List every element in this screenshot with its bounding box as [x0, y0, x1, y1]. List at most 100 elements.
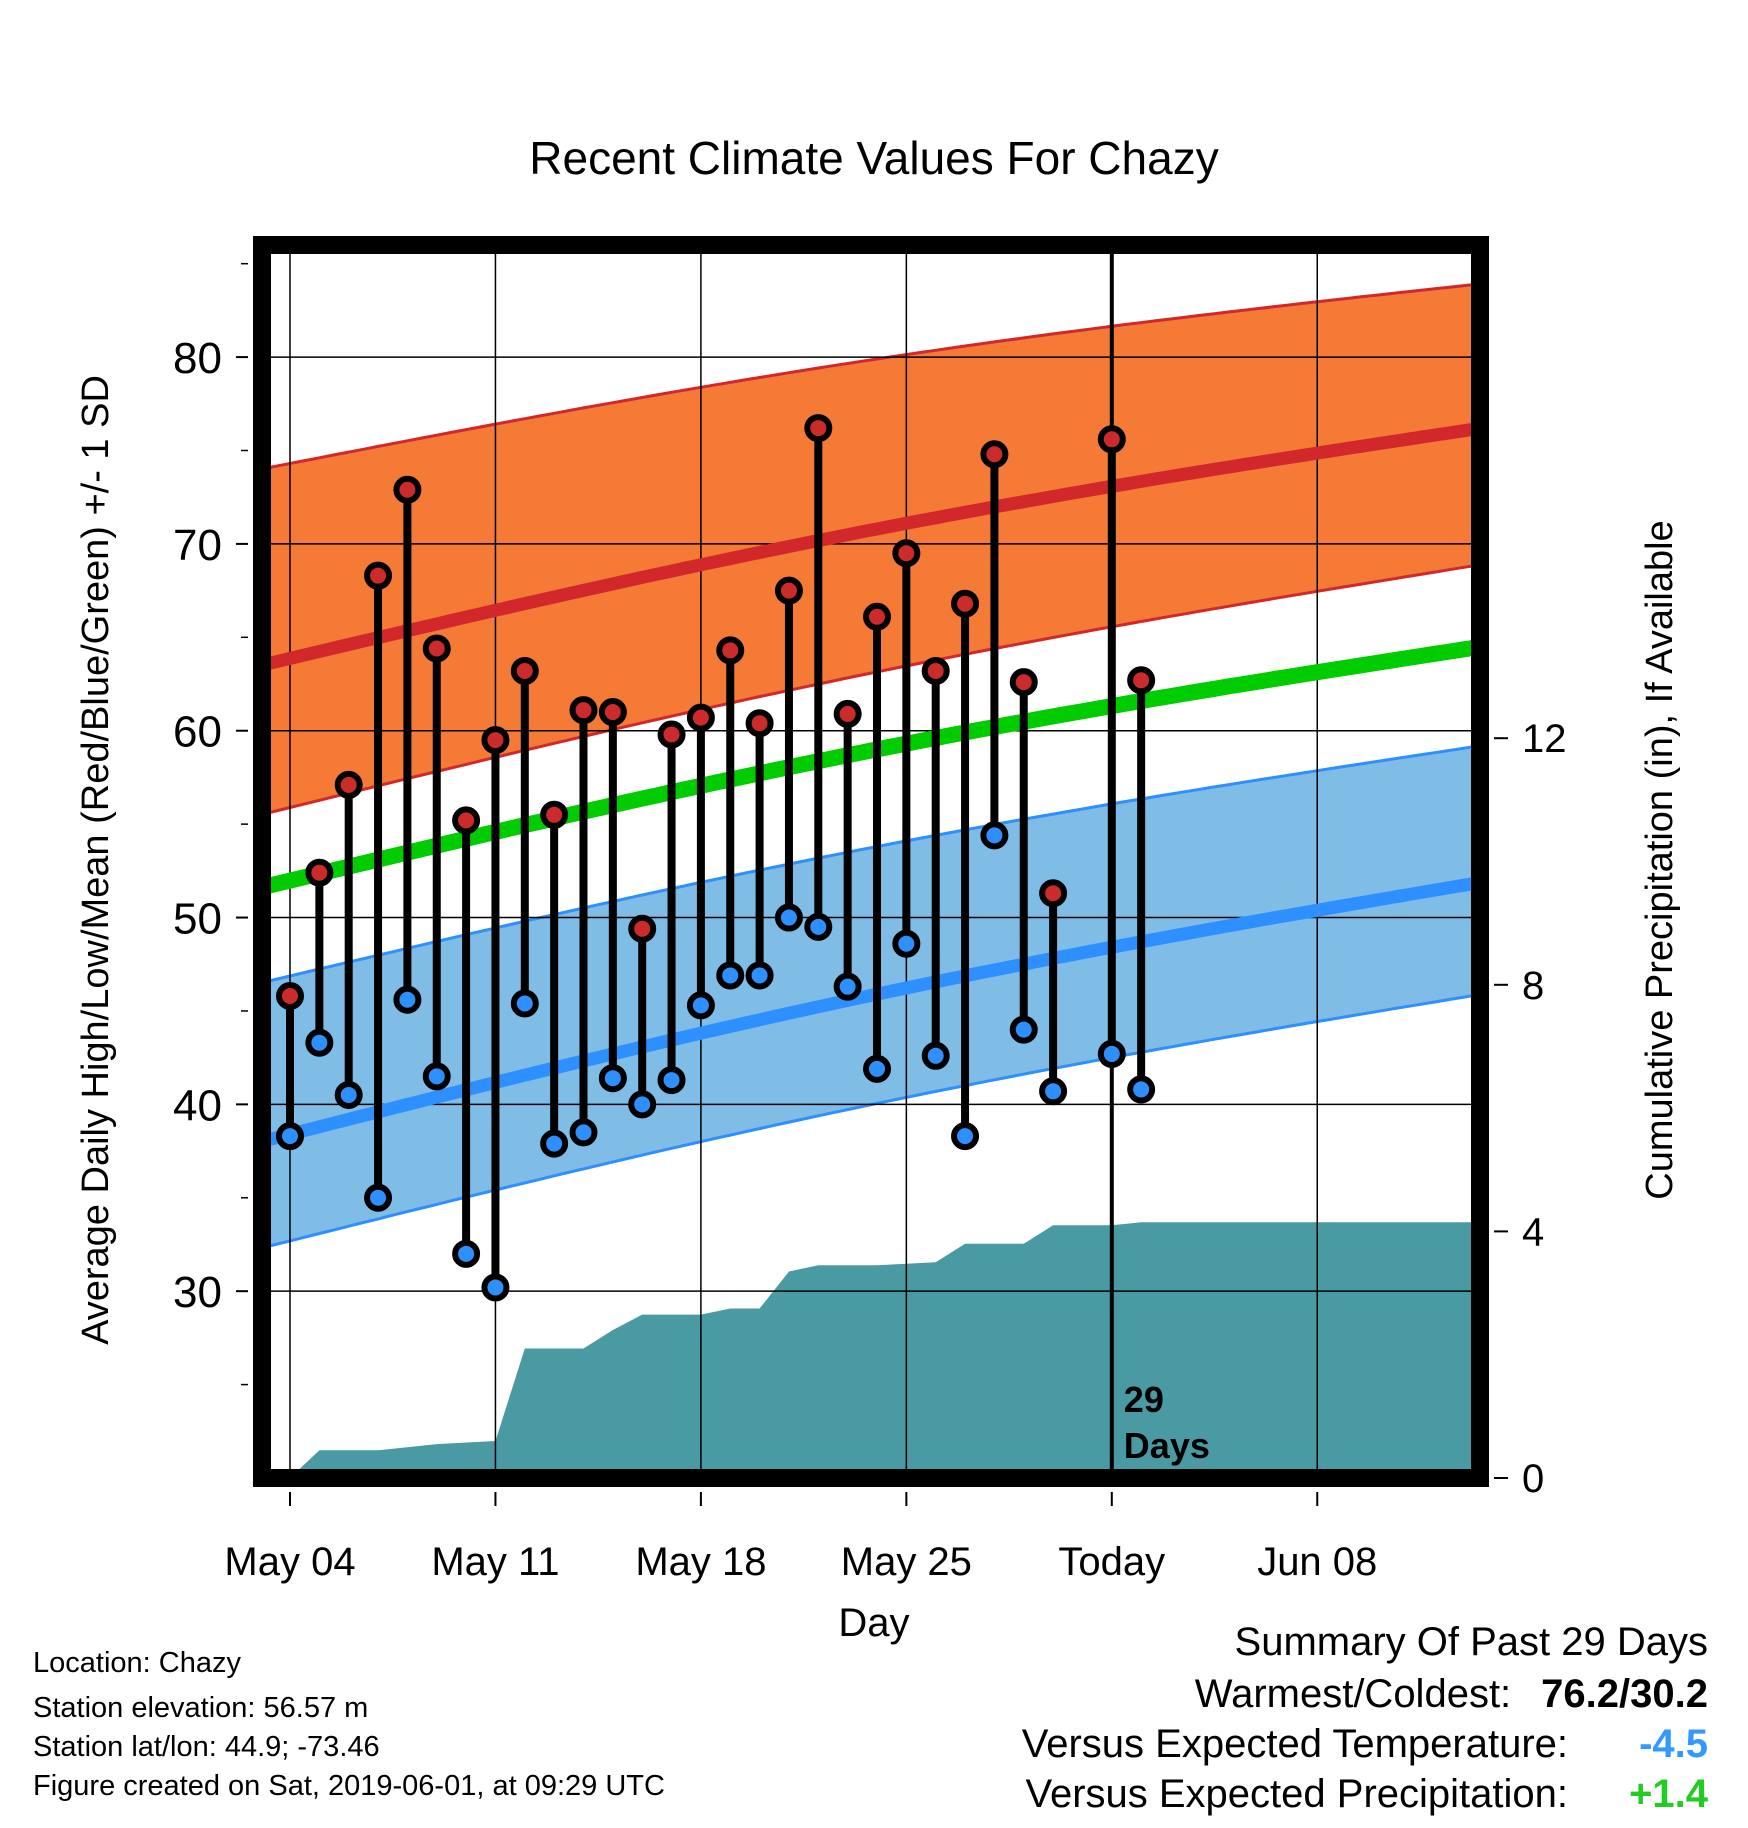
y-tick-label: 60 — [173, 708, 222, 757]
daily-high-marker — [628, 914, 657, 943]
daily-low-marker — [540, 1129, 569, 1158]
summary-precipitation: Versus Expected Precipitation: +1.4 — [1025, 1772, 1708, 1817]
summary-temperature: Versus Expected Temperature: -4.5 — [1022, 1722, 1708, 1767]
temperature-value: -4.5 — [1639, 1722, 1708, 1766]
daily-high-marker — [980, 440, 1009, 469]
precipitation-area-layer — [290, 1222, 1480, 1478]
daily-high-marker — [422, 634, 451, 663]
daily-high-marker — [569, 696, 598, 725]
daily-low-marker — [921, 1041, 950, 1070]
daily-high-marker — [833, 699, 862, 728]
x-tick-label: Jun 08 — [1257, 1540, 1377, 1584]
today-days-label-line: Days — [1124, 1425, 1210, 1466]
daily-low-marker — [569, 1118, 598, 1147]
daily-high-marker — [452, 806, 481, 835]
daily-high-marker — [863, 602, 891, 631]
daily-low-marker — [833, 972, 862, 1001]
y2-tick-label: 4 — [1522, 1210, 1544, 1254]
daily-low-marker — [305, 1028, 334, 1057]
precipitation-area — [290, 1222, 1480, 1478]
daily-high-marker — [393, 475, 422, 504]
daily-high-marker — [745, 709, 774, 738]
daily-low-marker — [452, 1239, 481, 1268]
high-normal-mean-line — [262, 421, 1480, 672]
summary-title: Summary Of Past 29 Days — [1234, 1620, 1708, 1664]
daily-low-marker — [951, 1122, 980, 1151]
daily-markers — [276, 414, 1156, 1302]
daily-high-marker — [1127, 666, 1156, 695]
daily-high-marker — [892, 539, 921, 568]
y2-tick-label: 0 — [1522, 1457, 1544, 1501]
summary-warmest-coldest: Warmest/Coldest: 76.2/30.2 — [1195, 1672, 1708, 1717]
daily-low-marker — [1097, 1039, 1126, 1068]
y-tick-label: 30 — [173, 1268, 222, 1317]
high-band-upper-edge — [262, 282, 1480, 471]
y-tick-label: 40 — [173, 1081, 222, 1130]
daily-range-stems — [286, 428, 1146, 1288]
daily-high-marker — [598, 698, 627, 727]
precipitation-label: Versus Expected Precipitation: — [1025, 1772, 1568, 1816]
daily-high-marker — [364, 561, 393, 590]
daily-high-marker — [540, 800, 569, 829]
daily-high-marker — [1039, 879, 1068, 908]
daily-low-marker — [276, 1122, 304, 1151]
elevation-text: Station elevation: 56.57 m — [33, 1692, 369, 1724]
created-text: Figure created on Sat, 2019-06-01, at 09… — [33, 1770, 665, 1802]
daily-low-marker — [422, 1062, 451, 1091]
latlon-text: Station lat/lon: 44.9; -73.46 — [33, 1731, 380, 1763]
y2-tick-label: 12 — [1522, 717, 1567, 761]
daily-low-marker — [716, 961, 745, 990]
temperature-label: Versus Expected Temperature: — [1021, 1722, 1568, 1766]
axes: 30 40 50 60 70 80 0 4 8 12 May 04 May 11 May 18 May 2… — [173, 262, 1567, 1584]
y2-tick-label: 8 — [1522, 964, 1544, 1008]
x-tick-label: May 04 — [224, 1540, 355, 1584]
daily-low-marker — [863, 1054, 891, 1083]
daily-low-marker — [686, 991, 715, 1020]
daily-high-marker — [305, 858, 334, 887]
daily-high-marker — [804, 414, 833, 443]
y-axis-label: Average Daily High/Low/Mean (Red/Blue/Gr… — [75, 375, 117, 1345]
daily-high-marker — [1097, 425, 1126, 454]
y-tick-label: 50 — [173, 895, 222, 944]
daily-low-marker — [745, 961, 774, 990]
x-tick-label: Today — [1058, 1540, 1165, 1584]
x-axis-label: Day — [838, 1601, 909, 1645]
location-text: Location: Chazy — [33, 1647, 241, 1679]
daily-high-marker — [334, 770, 363, 799]
daily-high-marker — [481, 726, 510, 755]
daily-low-marker — [393, 985, 422, 1014]
today-days-label-line: 29 — [1124, 1379, 1164, 1420]
daily-high-marker — [774, 576, 803, 605]
daily-high-marker — [686, 703, 715, 732]
daily-low-marker — [364, 1183, 393, 1212]
x-tick-label: May 25 — [841, 1540, 972, 1584]
daily-low-marker — [1039, 1077, 1068, 1106]
daily-high-marker — [921, 656, 950, 685]
y2-axis-label: Cumulative Precipitation (in), If Availa… — [1639, 520, 1681, 1199]
daily-high-marker — [951, 589, 980, 618]
daily-low-marker — [334, 1081, 363, 1110]
plot-border — [253, 236, 1489, 1487]
precipitation-value: +1.4 — [1629, 1772, 1708, 1816]
daily-high-marker — [1009, 668, 1038, 697]
today-days-label: 29 Days — [1124, 1379, 1210, 1466]
high-normal-band — [262, 283, 1480, 815]
plot-frame — [253, 236, 1489, 1487]
warmest-coldest-value: 76.2/30.2 — [1541, 1672, 1708, 1716]
daily-high-marker — [276, 982, 304, 1011]
daily-low-marker — [1009, 1015, 1038, 1044]
y-tick-label: 80 — [173, 334, 222, 383]
daily-low-marker — [804, 912, 833, 941]
y-tick-label: 70 — [173, 521, 222, 570]
daily-low-marker — [628, 1090, 657, 1119]
daily-low-marker — [657, 1066, 686, 1095]
daily-low-marker — [774, 903, 803, 932]
daily-low-marker — [892, 929, 921, 958]
daily-high-marker — [657, 720, 686, 749]
daily-high-marker — [716, 636, 745, 665]
daily-low-marker — [510, 989, 539, 1018]
daily-low-marker — [481, 1273, 510, 1302]
daily-high-marker — [510, 656, 539, 685]
daily-low-marker — [1127, 1075, 1156, 1104]
